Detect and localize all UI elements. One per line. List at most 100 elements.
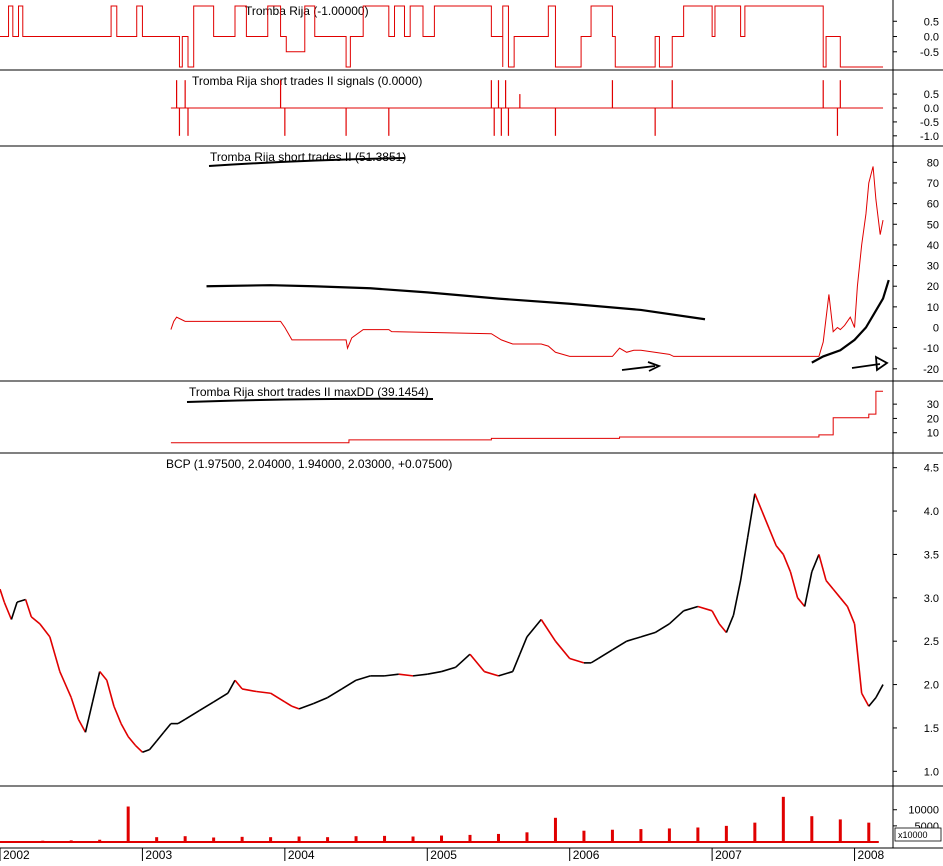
price-segment — [469, 653, 485, 673]
panel-1: 0.5 0.0 -0.5 -1.0 Tromba Rija short trades I… — [0, 70, 943, 147]
y-tick-label: -0.5 — [920, 117, 939, 129]
panel-0: 0.5 0.0 -0.5 Tromba Rija (-1.00000) — [0, 0, 943, 71]
price-segment — [754, 493, 763, 512]
price-segment — [16, 598, 26, 603]
panel-title: Tromba Rija short trades II signals (0.0… — [192, 74, 422, 88]
series-line — [0, 5, 884, 68]
panel-3: 30 20 10 Tromba Rija short trades II maxDD … — [0, 381, 943, 454]
x-tick-label: 2006 — [573, 848, 600, 861]
volume-bar — [326, 837, 330, 842]
price-segment — [782, 554, 792, 573]
volume-bar — [411, 836, 415, 842]
annotation-arrow-shaft — [851, 363, 881, 369]
volume-bar — [753, 822, 757, 842]
y-tick-label: 60 — [927, 199, 939, 211]
price-segment — [198, 701, 215, 712]
y-tick-label: 80 — [927, 157, 939, 169]
price-segment — [327, 688, 343, 699]
price-segment — [796, 597, 806, 607]
price-segment — [725, 614, 735, 633]
volume-bar — [867, 822, 871, 842]
volume-bar — [525, 832, 529, 842]
volume-bar — [269, 837, 273, 842]
price-segment — [626, 636, 642, 642]
volume-bar — [155, 837, 159, 842]
y-tick-label: 4.0 — [924, 506, 939, 518]
price-segment — [569, 657, 585, 664]
price-segment — [868, 697, 877, 707]
price-segment — [455, 653, 471, 668]
price-segment — [511, 653, 521, 672]
annotation-curve — [811, 279, 890, 364]
price-segment — [177, 718, 186, 725]
volume-bar — [354, 836, 358, 842]
volume-bar — [639, 829, 643, 842]
price-segment — [59, 671, 72, 698]
unit-label-box — [894, 827, 942, 842]
x-axis: 2002 2003 2004 2005 2006 2007 2008 — [0, 847, 943, 862]
y-tick-label: -0.5 — [920, 47, 939, 59]
price-segment — [256, 690, 271, 695]
price-segment — [498, 670, 513, 677]
price-segment — [398, 673, 414, 677]
volume-bar — [582, 830, 586, 842]
price-segment — [612, 640, 628, 651]
price-segment — [127, 736, 136, 746]
price-segment — [99, 671, 108, 681]
panel-2: 80 70 60 50 40 30 20 10 0 -10 -20 Tromba Rija short… — [0, 146, 943, 382]
price-segment — [298, 702, 314, 710]
price-segment — [526, 618, 542, 638]
price-segment — [341, 679, 357, 690]
y-tick-label: -10 — [923, 343, 939, 355]
panel-title: Tromba Rija short trades II maxDD (39.14… — [189, 385, 429, 399]
panel-title: Tromba Rija (-1.00000) — [245, 4, 369, 18]
price-segment — [84, 701, 94, 733]
y-tick-label: 20 — [927, 281, 939, 293]
x-tick-label: 2004 — [288, 848, 315, 861]
price-segment — [597, 649, 613, 660]
price-segment — [184, 709, 200, 720]
price-segment — [590, 657, 599, 664]
y-tick-label: 40 — [927, 240, 939, 252]
y-tick-label: 20 — [927, 413, 939, 425]
price-segment — [156, 731, 165, 742]
y-tick-label: 2.0 — [924, 680, 939, 692]
x-tick-label: 2008 — [858, 848, 885, 861]
price-segment — [24, 599, 33, 618]
price-segment — [213, 692, 229, 703]
volume-bar — [667, 828, 671, 842]
price-segment — [484, 670, 499, 677]
price-segment — [384, 673, 399, 677]
price-segment — [427, 670, 442, 675]
y-tick-label: 0.5 — [924, 89, 939, 101]
price-segment — [554, 640, 571, 660]
price-segment — [30, 616, 41, 625]
price-segment — [654, 623, 670, 634]
x-tick-label: 2005 — [430, 848, 457, 861]
series-line — [170, 390, 884, 444]
price-segment — [134, 744, 143, 753]
y-tick-label: -20 — [923, 364, 939, 376]
price-segment — [789, 571, 799, 599]
y-tick-label: 10 — [927, 302, 939, 314]
price-segment — [739, 536, 749, 581]
price-segment — [39, 623, 51, 638]
price-segment — [355, 675, 371, 681]
price-segment — [860, 692, 870, 707]
y-tick-label: 50 — [927, 219, 939, 231]
x-tick-label: 2007 — [715, 848, 742, 861]
price-segment — [70, 697, 80, 720]
panel-title: BCP (1.97500, 2.04000, 1.94000, 2.03000,… — [166, 457, 452, 471]
volume-bar — [810, 816, 814, 842]
volume-bar — [98, 839, 102, 842]
price-segment — [3, 601, 13, 620]
annotation-arrow-shaft — [621, 365, 656, 371]
y-tick-label: 30 — [927, 399, 939, 411]
volume-bar — [610, 829, 614, 842]
price-segment — [668, 610, 685, 625]
volume-bar — [724, 825, 728, 842]
price-segment — [234, 679, 243, 690]
volume-bar — [696, 827, 700, 842]
price-segment — [91, 671, 101, 703]
